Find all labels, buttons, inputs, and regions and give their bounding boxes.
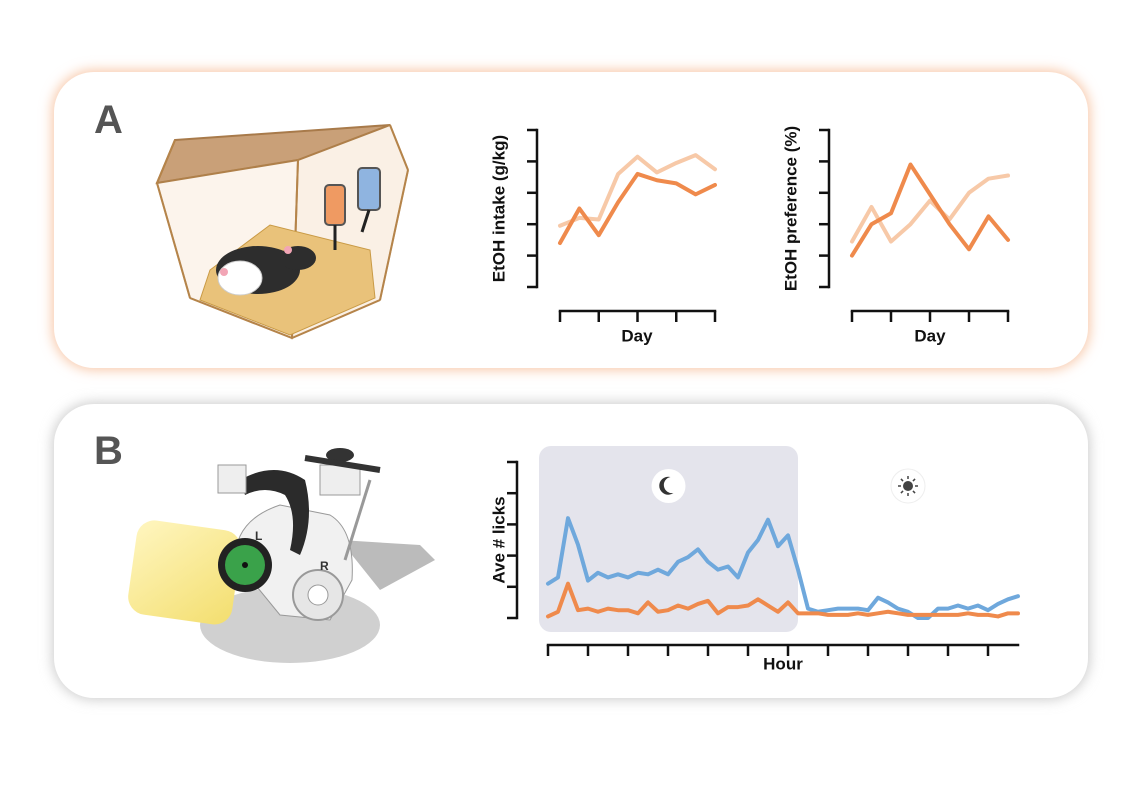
svg-text:R: R (320, 559, 329, 573)
data-line (546, 516, 1020, 620)
x-axis-title: Day (914, 326, 946, 345)
x-axis-title: Day (621, 326, 653, 345)
sun-icon (912, 478, 916, 482)
device-illustration: L R (128, 448, 435, 663)
sun-icon (903, 481, 913, 491)
data-line (546, 581, 1020, 619)
y-axis-title: Ave # licks (489, 496, 508, 583)
svg-text:L: L (255, 529, 262, 543)
panel-label: A (94, 98, 123, 142)
x-axis-title: Hour (763, 654, 803, 673)
data-line (850, 162, 1010, 258)
data-line (558, 171, 717, 246)
rat-illustration (216, 246, 316, 296)
panel-label: B (94, 429, 123, 473)
moon-icon (651, 469, 686, 503)
y-axis-title: EtOH intake (g/kg) (489, 135, 508, 282)
night-shade (539, 446, 798, 632)
moon-icon (659, 476, 674, 495)
sun-icon (900, 478, 904, 482)
sun-icon (912, 490, 916, 494)
sun-icon (900, 490, 904, 494)
y-axis-title: EtOH preference (%) (781, 126, 800, 291)
